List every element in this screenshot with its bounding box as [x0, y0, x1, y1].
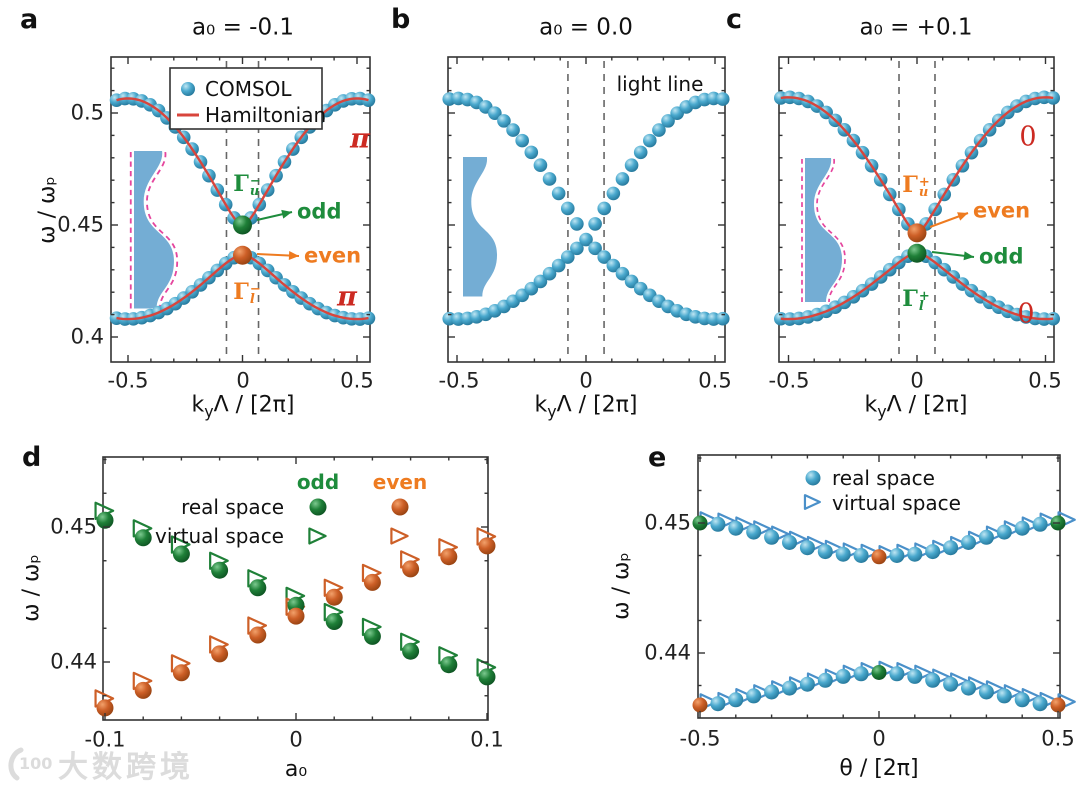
panel-d-xlabel: a₀	[284, 757, 308, 782]
panel-a-xtick-0: 0	[236, 368, 250, 393]
panel-e-graphics	[692, 454, 1076, 719]
panel-d-xtick-neg01: -0.1	[84, 727, 126, 752]
legend-hamiltonian-label: Hamiltonian	[205, 103, 327, 127]
panel-d-ytick-045: 0.45	[50, 514, 97, 539]
panel-e-xtick-neg05: -0.5	[679, 726, 721, 751]
panel-e-virtual-space-label: virtual space	[832, 491, 961, 515]
panel-e-xtick-05: 0.5	[1041, 726, 1075, 751]
panel-d-real-space-label: real space	[181, 495, 284, 519]
panel-c-zak-upper: 0	[1019, 121, 1037, 153]
panel-d-letter: d	[22, 442, 42, 473]
gamma-l-minus-label: Γ − l	[233, 279, 261, 307]
panel-c-even-label: even	[973, 198, 1031, 223]
panel-b-xlabel: kyΛ / [2π]	[534, 392, 638, 421]
panel-a-zak-lower: π	[337, 281, 357, 313]
panel-a-xtick-neg05: -0.5	[107, 368, 149, 393]
panel-a-zak-upper: π	[350, 123, 370, 155]
panel-e-xlabel: θ / [2π]	[839, 756, 919, 781]
panel-c-title: a₀ = +0.1	[859, 14, 973, 41]
panel-c-xlabel: kyΛ / [2π]	[864, 392, 968, 421]
panel-e-xtick-0: 0	[872, 726, 886, 751]
panel-d-odd-header: odd	[296, 470, 340, 494]
light-line-label: light line	[616, 72, 704, 96]
panel-c-xtick-05: 0.5	[1028, 368, 1062, 393]
panel-b-title: a₀ = 0.0	[539, 14, 633, 41]
panel-a-legend	[169, 67, 323, 130]
panel-d-xtick-01: 0.1	[470, 727, 504, 752]
panel-d-ytick-044: 0.44	[50, 649, 97, 674]
panel-d-graphics	[94, 456, 497, 721]
panel-a-odd-label: odd	[297, 199, 342, 224]
panel-a-even-label: even	[304, 243, 362, 268]
panel-b-xtick-0: 0	[579, 368, 593, 393]
panel-e-real-space-label: real space	[832, 466, 935, 490]
panel-a-ytick-05: 0.5	[70, 100, 104, 125]
panel-c-zak-lower: 0	[1017, 298, 1035, 330]
panel-c-xtick-0: 0	[910, 368, 924, 393]
gamma-u-minus-label: Γ − u	[233, 171, 261, 199]
panel-e-ytick-045: 0.45	[644, 510, 691, 535]
watermark-text: 大数跨境	[58, 750, 194, 785]
panel-c-letter: c	[726, 4, 743, 35]
panel-a-ytick-04: 0.4	[70, 324, 104, 349]
panel-b-xtick-neg05: -0.5	[438, 368, 480, 393]
watermark-logo-icon: 100	[8, 747, 52, 781]
panel-a-xlabel: kyΛ / [2π]	[191, 392, 295, 421]
panel-a-letter: a	[20, 4, 39, 35]
panel-d-xtick-0: 0	[289, 727, 303, 752]
panel-a-ylabel: ω / ωₚ	[35, 176, 60, 244]
panel-a-ytick-045: 0.45	[57, 212, 104, 237]
panel-c-xtick-neg05: -0.5	[768, 368, 810, 393]
legend-comsol-label: COMSOL	[205, 77, 292, 101]
panel-e-ylabel: ω / ωₚ	[609, 552, 634, 620]
panel-d-virtual-space-label: virtual space	[155, 524, 284, 548]
panel-c-odd-label: odd	[979, 244, 1024, 269]
panel-b-graphics	[442, 56, 730, 363]
panel-e-ytick-044: 0.44	[644, 640, 691, 665]
panel-d-even-header: even	[372, 470, 428, 494]
panel-c-graphics	[773, 56, 1061, 363]
panel-a-xtick-05: 0.5	[340, 368, 374, 393]
svg-text:100: 100	[19, 754, 52, 773]
panel-d-ylabel: ω / ωₚ	[19, 554, 44, 622]
panel-b-letter: b	[391, 4, 411, 35]
panel-a-title: a₀ = -0.1	[191, 14, 295, 41]
watermark: 100 大数跨境	[6, 742, 194, 786]
panel-b-xtick-05: 0.5	[698, 368, 732, 393]
gamma-l-plus-label: Γ + l	[902, 286, 930, 314]
gamma-u-plus-label: Γ + u	[902, 172, 930, 200]
panel-e-letter: e	[648, 442, 667, 473]
